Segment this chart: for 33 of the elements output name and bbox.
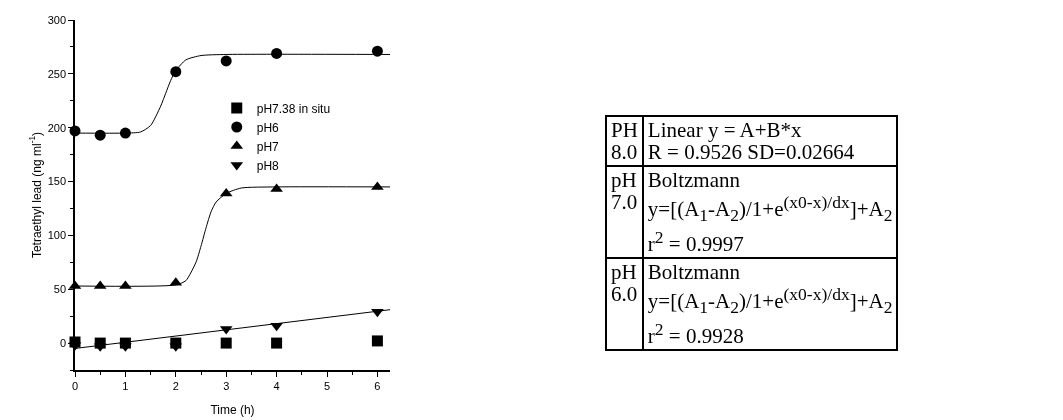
x-axis-title: Time (h) [210,403,255,418]
x-tick-label: 4 [273,379,280,392]
legend-label: pH8 [256,158,280,173]
y-tick-label: 300 [47,13,67,26]
x-tick-label: 1 [122,379,129,392]
y-tick-label: 200 [47,121,67,134]
y-tick-label: 250 [47,67,67,80]
text: pH 6.0 [606,258,643,351]
legend-label: pH6 [256,120,280,135]
point [271,337,283,349]
legend-label: pH7 [256,139,280,154]
x-tick-label: 0 [71,379,79,392]
x-tick-label: 3 [223,379,230,392]
point [119,337,131,349]
y-tick-label: 50 [53,283,67,296]
x-tick-label: 5 [323,379,331,392]
point [220,55,232,67]
legend-label: pH7.38 in situ [256,101,331,116]
point [170,337,182,349]
point [371,45,383,57]
y-tick-label: 100 [47,229,67,242]
text: PH 8.0 [606,116,643,166]
point [94,337,106,349]
x-tick-label: 2 [172,379,179,392]
x-tick-label: 6 [374,379,381,392]
y-tick-label: 150 [47,175,67,188]
text: Linear y = A+B*x R = 0.9526 SD=0.02664 [642,116,898,166]
point [220,337,232,349]
point [371,335,383,347]
text: Boltzmann y=[(A$_{1}$-A$_{2}$)/1+e$^{(x0-x)/dx}$]+A$_{2}$ r$^{2}$ = 0.9928 [647,260,893,349]
text: pH 7.0 [606,166,643,259]
y-tick-label: 0 [59,336,67,349]
text: Boltzmann y=[(A$_{1}$-A$_{2}$)/1+e$^{(x0-x)/dx}$]+A$_{2}$ r$^{2}$ = 0.9997 [647,168,893,257]
